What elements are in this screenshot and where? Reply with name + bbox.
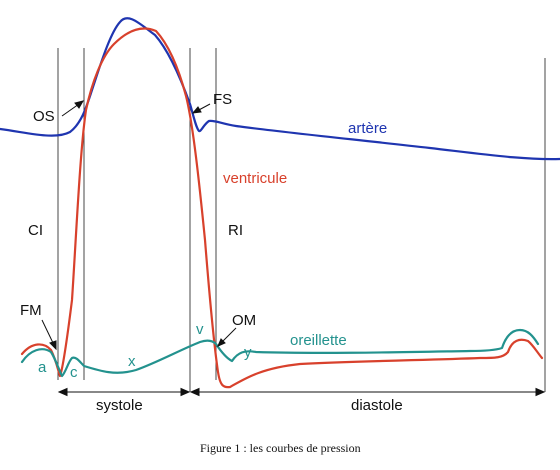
aortic-closure-label: FS [213,91,232,108]
wave-x-label: x [128,353,136,370]
systole-bracket [57,387,191,397]
wave-a-label: a [38,359,47,376]
event-pointer-arrows [41,100,237,351]
diastole-bracket [189,387,546,397]
atrium-pressure-curve [20,328,540,378]
ventricle-curve-label: ventricule [223,170,287,187]
artery-curve-label: artère [348,120,387,137]
wave-c-label: c [70,364,78,381]
aortic-closure-arrow [191,103,211,114]
mitral-opening-label: OM [232,312,256,329]
mitral-closure-arrow [41,319,57,351]
atrium-curve-label: oreillette [290,332,347,349]
diastole-label: diastole [351,397,403,414]
mitral-closure-label: FM [20,302,42,319]
mitral-opening-arrow [217,327,237,347]
isovolumic-relaxation-label: RI [228,222,243,239]
wave-y-label: y [244,344,252,361]
wave-v-label: v [196,321,204,338]
ventricle-pressure-curve [20,27,544,389]
systole-label: systole [96,397,143,414]
aortic-opening-arrow [61,100,85,117]
aortic-opening-label: OS [33,108,55,125]
isovolumic-contraction-label: CI [28,222,43,239]
figure-caption: Figure 1 : les courbes de pression [200,441,361,455]
